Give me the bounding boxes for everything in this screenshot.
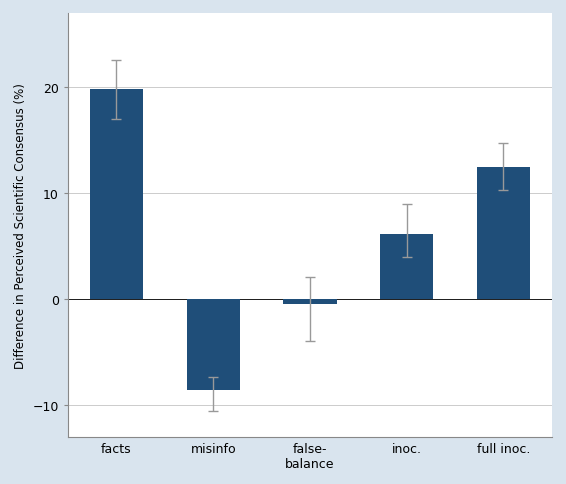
Bar: [380, 234, 434, 300]
Bar: [477, 167, 530, 300]
Y-axis label: Difference in Perceived Scientific Consensus (%): Difference in Perceived Scientific Conse…: [14, 83, 27, 368]
Bar: [90, 90, 143, 300]
Bar: [187, 300, 240, 390]
Bar: [284, 300, 337, 304]
